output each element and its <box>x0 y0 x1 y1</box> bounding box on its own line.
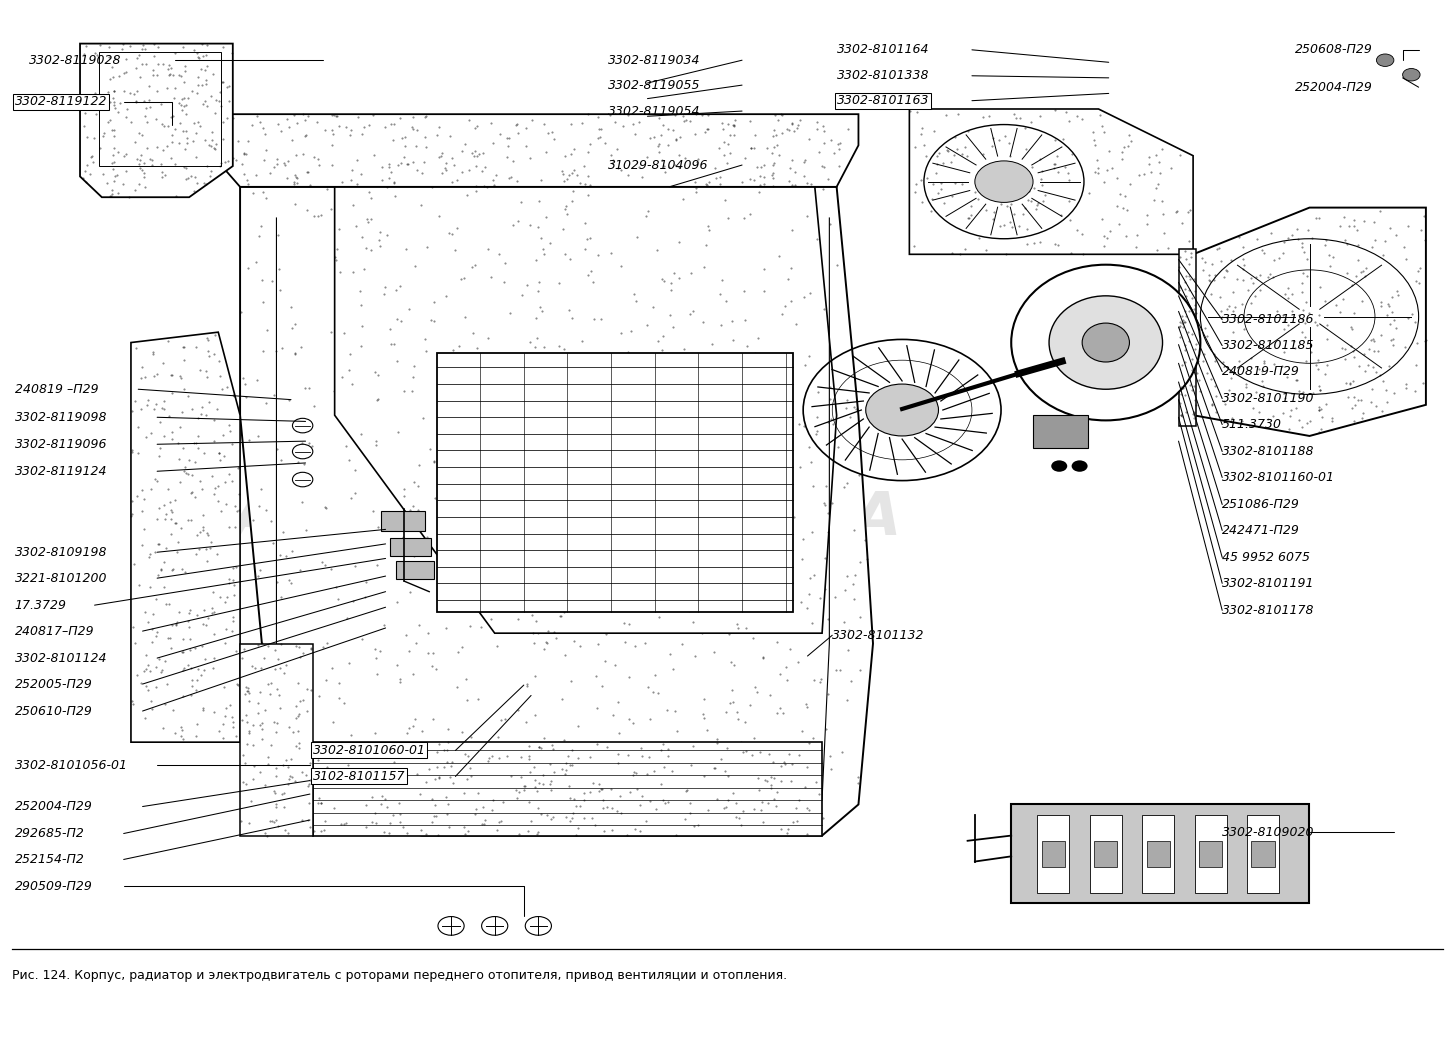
Text: 3302-8119096: 3302-8119096 <box>15 438 108 450</box>
Circle shape <box>1071 461 1088 471</box>
Text: 3302-8101185: 3302-8101185 <box>1222 339 1315 352</box>
Text: 3302-8101132: 3302-8101132 <box>832 629 925 641</box>
Text: 3302-8101056-01: 3302-8101056-01 <box>15 759 128 771</box>
Circle shape <box>292 418 313 433</box>
Bar <box>436 353 793 612</box>
Polygon shape <box>335 187 837 633</box>
Circle shape <box>1403 69 1420 81</box>
Text: 3302-8101178: 3302-8101178 <box>1222 604 1315 617</box>
Bar <box>396 561 434 579</box>
Bar <box>1033 415 1088 448</box>
Text: 3302-8101188: 3302-8101188 <box>1222 445 1315 458</box>
Bar <box>1090 815 1122 893</box>
Text: 3302-8109020: 3302-8109020 <box>1222 826 1315 839</box>
Text: 3302-8101163: 3302-8101163 <box>837 94 930 107</box>
Text: 240819-П29: 240819-П29 <box>1222 365 1301 378</box>
Text: Рис. 124. Корпус, радиатор и электродвигатель с роторами переднего отопителя, пр: Рис. 124. Корпус, радиатор и электродвиг… <box>12 969 787 982</box>
Text: 290509-П29: 290509-П29 <box>15 880 93 893</box>
Text: 3302-8119124: 3302-8119124 <box>15 465 108 477</box>
Text: 511.3730: 511.3730 <box>1222 418 1282 431</box>
Bar <box>1251 841 1275 867</box>
Text: 3302-8119028: 3302-8119028 <box>29 54 122 66</box>
Text: 3302-8101190: 3302-8101190 <box>1222 392 1315 405</box>
Text: 252004-П29: 252004-П29 <box>15 800 93 813</box>
Circle shape <box>292 444 313 459</box>
Bar <box>381 511 425 531</box>
Text: 3221-8101200: 3221-8101200 <box>15 572 108 584</box>
Polygon shape <box>1179 249 1196 426</box>
Bar <box>1195 815 1227 893</box>
Circle shape <box>1051 461 1068 471</box>
Circle shape <box>292 472 313 487</box>
Text: 3302-8119054: 3302-8119054 <box>608 105 701 117</box>
Ellipse shape <box>1049 296 1163 389</box>
Text: 252004-П29: 252004-П29 <box>1295 81 1374 93</box>
Bar <box>1011 804 1310 903</box>
Ellipse shape <box>1083 323 1129 362</box>
Circle shape <box>975 161 1033 202</box>
Bar <box>1147 841 1170 867</box>
Polygon shape <box>240 644 313 836</box>
Text: 3302-8101338: 3302-8101338 <box>837 70 930 82</box>
Bar <box>1094 841 1117 867</box>
Text: 3302-8101124: 3302-8101124 <box>15 652 108 664</box>
Bar <box>390 538 431 556</box>
Text: 3102-8101157: 3102-8101157 <box>313 770 406 783</box>
Text: 252154-П2: 252154-П2 <box>15 853 84 866</box>
Polygon shape <box>240 187 873 836</box>
Circle shape <box>438 917 464 935</box>
Circle shape <box>482 917 508 935</box>
Circle shape <box>1376 54 1394 66</box>
Text: 250610-П29: 250610-П29 <box>15 705 93 717</box>
Circle shape <box>525 917 551 935</box>
Text: 45 9952 6075: 45 9952 6075 <box>1222 551 1310 564</box>
Text: 252005-П29: 252005-П29 <box>15 678 93 690</box>
Polygon shape <box>80 44 233 197</box>
Text: 31029-8104096: 31029-8104096 <box>608 159 709 171</box>
Text: 3302-8119122: 3302-8119122 <box>15 95 108 108</box>
Text: 3302-8119034: 3302-8119034 <box>608 54 701 66</box>
Text: 3302-8109198: 3302-8109198 <box>15 546 108 558</box>
Text: 292685-П2: 292685-П2 <box>15 827 84 840</box>
Text: 3302-8101060-01: 3302-8101060-01 <box>313 744 426 757</box>
Text: 240819 –П29: 240819 –П29 <box>15 383 97 395</box>
Polygon shape <box>1193 208 1426 436</box>
Bar <box>1037 815 1069 893</box>
Polygon shape <box>204 114 858 187</box>
Text: 3302-8101160-01: 3302-8101160-01 <box>1222 471 1336 484</box>
Text: 17.3729: 17.3729 <box>15 599 67 611</box>
Bar <box>1247 815 1279 893</box>
Ellipse shape <box>1011 265 1200 420</box>
Text: 3302-8119098: 3302-8119098 <box>15 411 108 424</box>
Text: 3302-8119055: 3302-8119055 <box>608 79 701 91</box>
Text: 250608-П29: 250608-П29 <box>1295 44 1374 56</box>
Text: 3302-8101191: 3302-8101191 <box>1222 577 1315 590</box>
Bar <box>1142 815 1174 893</box>
Text: 3302-8101164: 3302-8101164 <box>837 44 930 56</box>
Polygon shape <box>131 332 240 742</box>
Text: 3302-8101186: 3302-8101186 <box>1222 313 1315 326</box>
Text: 240817–П29: 240817–П29 <box>15 625 95 637</box>
Text: ПЛАНЕТА  ЖЕЛЕЗЯКА: ПЛАНЕТА ЖЕЛЕЗЯКА <box>131 490 902 548</box>
Text: 251086-П29: 251086-П29 <box>1222 498 1301 511</box>
Bar <box>1042 841 1065 867</box>
Polygon shape <box>313 742 822 836</box>
Polygon shape <box>909 109 1193 254</box>
Circle shape <box>866 384 938 436</box>
Text: 242471-П29: 242471-П29 <box>1222 524 1301 537</box>
Bar <box>1199 841 1222 867</box>
